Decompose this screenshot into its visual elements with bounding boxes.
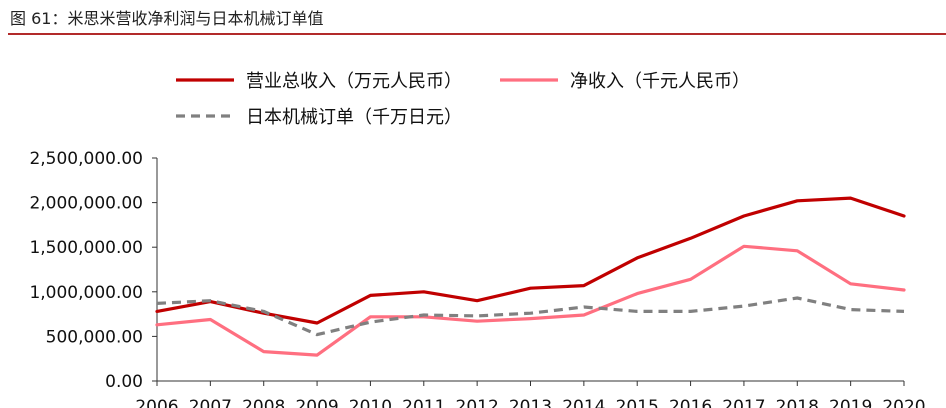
x-tick-label: 2013 [509, 397, 552, 408]
x-tick-label: 2014 [562, 397, 605, 408]
legend-label-3: 日本机械订单（千万日元） [246, 107, 462, 128]
y-tick-label: 2,500,000.00 [29, 149, 143, 169]
x-tick-label: 2016 [669, 397, 712, 408]
y-tick-label: 1,000,000.00 [29, 283, 143, 303]
y-axis: 0.00 500,000.00 1,000,000.00 1,500,000.00 2,… [29, 149, 158, 392]
x-tick-label: 2009 [295, 397, 338, 408]
x-axis: 2006 2007 2008 2009 2010 2011 2012 2013 2014 2015… [135, 380, 926, 408]
series-line-2 [155, 244, 906, 357]
x-tick-label: 2015 [616, 397, 659, 408]
x-tick-label: 2008 [242, 397, 285, 408]
figure-caption: 图 61：米思米营收净利润与日本机械订单值 [10, 9, 324, 28]
caption-divider [8, 33, 946, 35]
x-tick-label: 2020 [882, 397, 925, 408]
x-tick-label: 2006 [135, 397, 178, 408]
y-tick-label: 500,000.00 [46, 327, 143, 347]
x-tick-label: 2011 [402, 397, 445, 408]
x-tick-label: 2012 [456, 397, 499, 408]
y-tick-label: 1,500,000.00 [29, 238, 143, 258]
series-layer [155, 196, 906, 357]
legend-label-2: 净收入（千元人民币） [570, 71, 750, 92]
x-tick-label: 2018 [776, 397, 819, 408]
series-line-1 [155, 196, 906, 325]
y-tick-label: 0.00 [105, 372, 143, 392]
x-tick-label: 2019 [829, 397, 872, 408]
legend-label-1: 营业总收入（万元人民币） [246, 71, 462, 92]
series-line-3 [156, 296, 905, 337]
chart-legend: 营业总收入（万元人民币） 净收入（千元人民币） 日本机械订单（千万日元） [176, 71, 750, 128]
y-tick-label: 2,000,000.00 [29, 194, 143, 214]
x-tick-label: 2010 [349, 397, 392, 408]
x-tick-label: 2007 [189, 397, 232, 408]
x-tick-label: 2017 [722, 397, 765, 408]
